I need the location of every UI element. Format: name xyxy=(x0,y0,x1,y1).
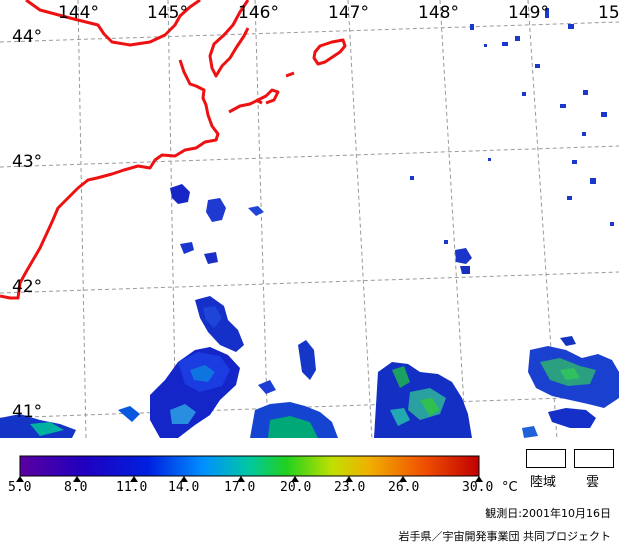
temperature-colorbar xyxy=(16,455,483,482)
colorbar-tick-label: 14.0 xyxy=(168,480,200,495)
cloud-legend-swatch xyxy=(574,449,614,468)
observation-date: 観測日:2001年10月16日 xyxy=(485,507,611,520)
lat-label-41: 41° xyxy=(12,402,43,422)
lon-label-147: 147° xyxy=(328,3,369,23)
colorbar-tick-label: 11.0 xyxy=(116,480,148,495)
colorbar-tick-label: 8.0 xyxy=(64,480,88,495)
project-credit: 岩手県／宇宙開発事業団 共同プロジェクト xyxy=(398,530,612,543)
lat-label-42: 42° xyxy=(12,277,43,297)
colorbar-ticks xyxy=(16,476,483,482)
lon-label-148: 148° xyxy=(418,3,459,23)
lon-label-144: 144° xyxy=(58,3,99,23)
lon-label-149: 149° xyxy=(508,3,549,23)
lon-label-145: 145° xyxy=(147,3,188,23)
coastline xyxy=(0,0,347,300)
lat-label-43: 43° xyxy=(12,152,43,172)
lon-label-150: 15 xyxy=(598,3,619,23)
lon-label-146: 146° xyxy=(238,3,279,23)
colorbar-tick-label: 23.0 xyxy=(334,480,366,495)
lat-label-44: 44° xyxy=(12,27,43,47)
cloud-legend-label: 雲 xyxy=(586,475,600,490)
graticule-meridians xyxy=(77,0,558,438)
sea-surface-temperature-map xyxy=(0,0,619,438)
colorbar-tick-label: 17.0 xyxy=(224,480,256,495)
land-legend-swatch xyxy=(526,449,566,468)
graticule-parallels xyxy=(0,21,619,419)
sst-data xyxy=(0,8,619,438)
colorbar-tick-label: 20.0 xyxy=(280,480,312,495)
land-legend-label: 陸域 xyxy=(530,475,557,490)
colorbar-tick-label: 26.0 xyxy=(388,480,420,495)
colorbar-unit: °C xyxy=(502,480,518,495)
colorbar-tick-label: 30.0 xyxy=(462,480,494,495)
colorbar-tick-label: 5.0 xyxy=(8,480,32,495)
